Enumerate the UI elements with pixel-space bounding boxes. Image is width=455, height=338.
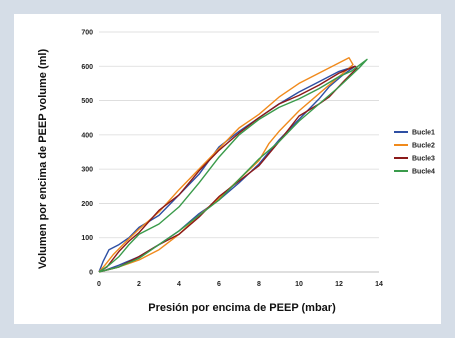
y-tick-label: 700 bbox=[81, 30, 93, 37]
series-line-bucle4 bbox=[98, 58, 368, 273]
legend-label: Bucle3 bbox=[412, 156, 435, 163]
series-line-bucle3 bbox=[98, 65, 358, 273]
legend: Bucle1 Bucle2 Bucle3 Bucle4 bbox=[394, 130, 435, 176]
x-tick-labels: 0 2 4 6 8 10 12 14 bbox=[97, 281, 383, 288]
series-lines bbox=[98, 57, 368, 273]
chart-svg: 0 100 200 300 400 500 600 700 0 2 4 6 8 10 12 14 Volum… bbox=[37, 30, 435, 315]
legend-label: Bucle4 bbox=[412, 169, 435, 176]
x-tick-label: 12 bbox=[335, 281, 343, 288]
y-axis-title: Volumen por encima de PEEP volume (ml) bbox=[37, 49, 49, 270]
y-tick-label: 600 bbox=[81, 64, 93, 71]
y-tick-label: 100 bbox=[81, 235, 93, 242]
x-tick-label: 10 bbox=[295, 281, 303, 288]
y-tick-label: 200 bbox=[81, 201, 93, 208]
y-tick-label: 300 bbox=[81, 167, 93, 174]
x-tick-label: 6 bbox=[217, 281, 221, 288]
x-axis-title: Presión por encima de PEEP (mbar) bbox=[148, 302, 336, 314]
chart-panel: 0 100 200 300 400 500 600 700 0 2 4 6 8 10 12 14 Volum… bbox=[14, 14, 441, 324]
y-tick-label: 0 bbox=[89, 270, 93, 277]
series-line-bucle2 bbox=[98, 57, 354, 273]
grid-lines bbox=[99, 31, 379, 239]
legend-label: Bucle1 bbox=[412, 130, 435, 137]
x-tick-label: 8 bbox=[257, 281, 261, 288]
x-tick-label: 14 bbox=[375, 281, 383, 288]
x-tick-label: 2 bbox=[137, 281, 141, 288]
x-tick-label: 4 bbox=[177, 281, 181, 288]
y-tick-labels: 0 100 200 300 400 500 600 700 bbox=[81, 30, 93, 277]
legend-label: Bucle2 bbox=[412, 143, 435, 150]
y-tick-label: 400 bbox=[81, 132, 93, 139]
x-tick-label: 0 bbox=[97, 281, 101, 288]
y-tick-label: 500 bbox=[81, 98, 93, 105]
